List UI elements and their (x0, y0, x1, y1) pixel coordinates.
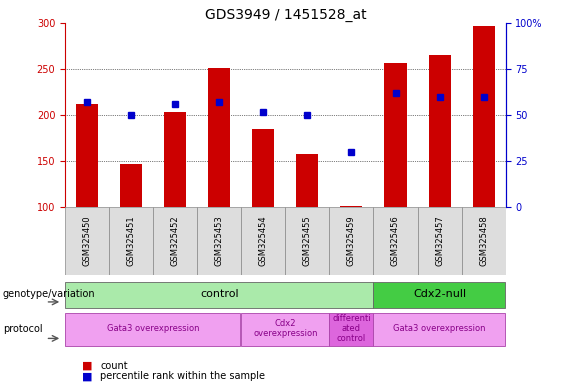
Text: Gata3 overexpression: Gata3 overexpression (107, 324, 199, 333)
Bar (296, 154, 318, 207)
Text: Cdx2-null: Cdx2-null (413, 289, 466, 299)
Bar (120, 164, 142, 207)
Bar (462, 207, 506, 275)
Text: count: count (100, 361, 128, 371)
Text: GSM325459: GSM325459 (347, 216, 356, 266)
Bar (373, 282, 505, 308)
Text: GSM325457: GSM325457 (435, 215, 444, 266)
Bar (197, 207, 241, 275)
Bar (329, 207, 373, 275)
Text: ■: ■ (82, 371, 93, 381)
Bar (472, 26, 494, 207)
Text: ■: ■ (82, 361, 93, 371)
Text: protocol: protocol (3, 324, 42, 334)
Text: percentile rank within the sample: percentile rank within the sample (100, 371, 265, 381)
Bar (65, 282, 372, 308)
Bar (428, 55, 451, 207)
Bar (65, 207, 109, 275)
Text: differenti
ated
control: differenti ated control (332, 314, 371, 343)
Text: GSM325455: GSM325455 (303, 216, 312, 266)
Text: GSM325458: GSM325458 (479, 215, 488, 266)
Bar (76, 104, 98, 207)
Bar (164, 111, 186, 207)
Text: GSM325456: GSM325456 (391, 215, 400, 266)
Bar (241, 313, 328, 346)
Bar (373, 207, 418, 275)
Text: control: control (200, 289, 238, 299)
Text: Cdx2
overexpression: Cdx2 overexpression (253, 319, 318, 338)
Text: Gata3 overexpression: Gata3 overexpression (393, 324, 486, 333)
Text: GSM325453: GSM325453 (215, 215, 224, 266)
Bar (65, 313, 240, 346)
Bar (153, 207, 197, 275)
Bar (418, 207, 462, 275)
Text: GSM325454: GSM325454 (259, 216, 268, 266)
Text: GSM325450: GSM325450 (82, 216, 92, 266)
Bar (241, 207, 285, 275)
Bar (340, 205, 363, 207)
Bar (109, 207, 153, 275)
Title: GDS3949 / 1451528_at: GDS3949 / 1451528_at (205, 8, 366, 22)
Bar (329, 313, 372, 346)
Text: GSM325451: GSM325451 (127, 216, 136, 266)
Bar (285, 207, 329, 275)
Text: genotype/variation: genotype/variation (3, 289, 95, 299)
Bar (373, 313, 505, 346)
Bar (384, 63, 406, 207)
Text: GSM325452: GSM325452 (171, 216, 180, 266)
Bar (252, 129, 275, 207)
Bar (208, 68, 231, 207)
